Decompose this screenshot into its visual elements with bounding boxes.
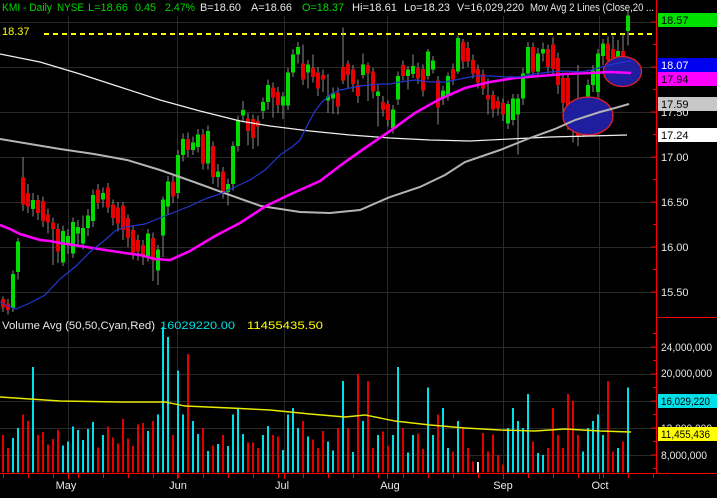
svg-text:NYSE: NYSE	[57, 2, 84, 14]
svg-text:Jul: Jul	[275, 480, 289, 492]
svg-text:11,455,436: 11,455,436	[661, 429, 710, 441]
svg-text:Sep: Sep	[493, 480, 513, 492]
svg-text:KMI - Daily: KMI - Daily	[2, 2, 52, 14]
svg-text:L=18.66: L=18.66	[88, 2, 128, 14]
svg-text:8,000,000: 8,000,000	[661, 450, 707, 462]
svg-text:17.24: 17.24	[661, 130, 689, 142]
svg-text:May: May	[56, 480, 77, 492]
svg-text:Aug: Aug	[380, 480, 400, 492]
svg-text:Hi=18.61: Hi=18.61	[352, 2, 397, 14]
svg-text:Mov Avg 2 Lines (Close,20 ...: Mov Avg 2 Lines (Close,20 ...	[530, 2, 654, 14]
svg-text:Lo=18.23: Lo=18.23	[404, 2, 450, 14]
svg-text:16.50: 16.50	[661, 197, 689, 209]
svg-text:2.47%: 2.47%	[165, 2, 195, 14]
svg-text:17.59: 17.59	[661, 99, 689, 111]
svg-text:20,000,000: 20,000,000	[661, 368, 712, 380]
svg-text:O=18.37: O=18.37	[302, 2, 344, 14]
svg-text:B=18.60: B=18.60	[200, 2, 241, 14]
svg-text:V=16,029,220: V=16,029,220	[457, 2, 524, 14]
svg-text:16,029,220: 16,029,220	[661, 396, 710, 408]
svg-text:16029220.00: 16029220.00	[160, 320, 235, 332]
svg-text:17.94: 17.94	[661, 74, 689, 86]
svg-text:0.45: 0.45	[135, 2, 156, 14]
svg-text:24,000,000: 24,000,000	[661, 342, 712, 354]
svg-text:Volume Avg (50,50,Cyan,Red): Volume Avg (50,50,Cyan,Red)	[2, 320, 155, 332]
svg-text:11455435.50: 11455435.50	[247, 320, 323, 332]
svg-text:17.00: 17.00	[661, 152, 689, 164]
svg-text:Jun: Jun	[169, 480, 187, 492]
svg-text:Oct: Oct	[591, 480, 608, 492]
svg-text:18.07: 18.07	[661, 60, 689, 72]
svg-text:18.57: 18.57	[661, 15, 689, 27]
svg-text:16.00: 16.00	[661, 242, 689, 254]
svg-text:18.37: 18.37	[2, 26, 30, 38]
svg-text:15.50: 15.50	[661, 287, 689, 299]
svg-text:A=18.66: A=18.66	[251, 2, 292, 14]
